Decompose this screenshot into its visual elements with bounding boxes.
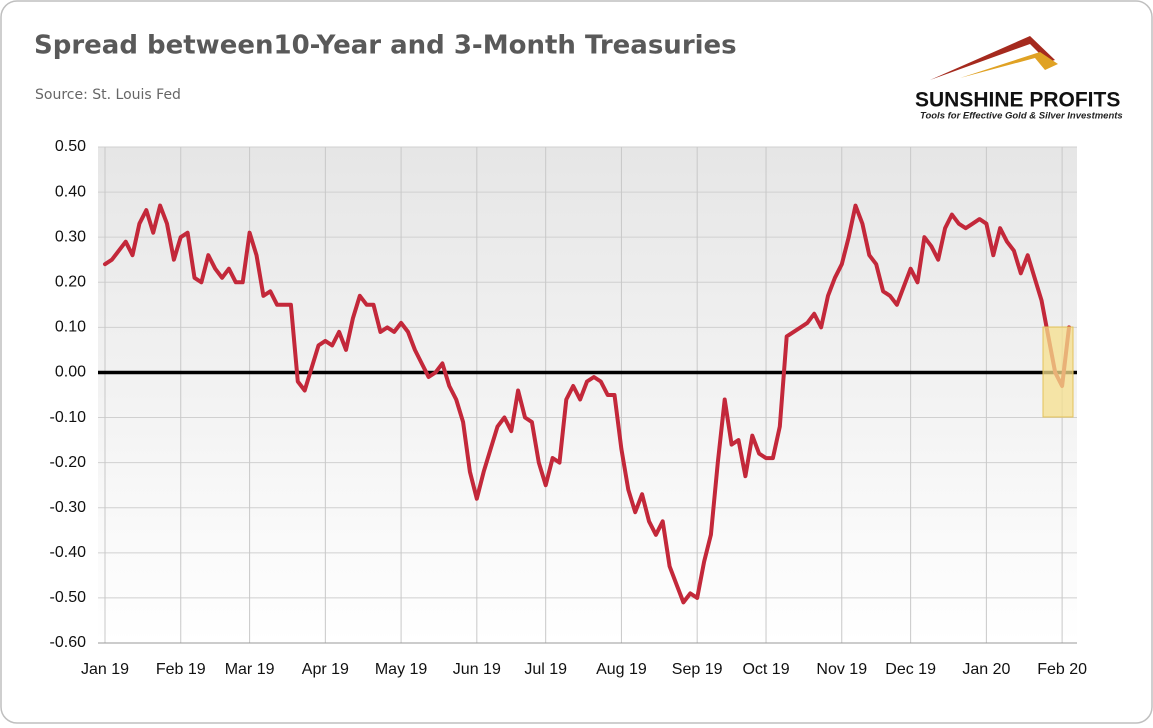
x-tick-label: Apr 19 — [302, 661, 349, 678]
y-tick-label: -0.40 — [50, 544, 87, 561]
x-tick-label: Aug 19 — [596, 661, 647, 678]
x-tick-label: Nov 19 — [816, 661, 867, 678]
x-tick-label: Jan 19 — [81, 661, 129, 678]
logo-name: SUNSHINE PROFITS — [915, 89, 1120, 112]
x-tick-label: Mar 19 — [225, 661, 275, 678]
x-tick-label: Jun 19 — [453, 661, 501, 678]
logo: SUNSHINE PROFITS Tools for Effective Gol… — [915, 36, 1123, 122]
subtitle: Source: St. Louis Fed — [35, 87, 181, 103]
highlight-box — [1042, 326, 1074, 418]
y-tick-label: -0.60 — [50, 634, 87, 651]
x-tick-label: Dec 19 — [885, 661, 936, 678]
y-tick-label: 0.30 — [55, 228, 86, 245]
y-tick-label: 0.00 — [55, 364, 86, 381]
spread-line — [103, 203, 1071, 605]
x-tick-label: Feb 20 — [1037, 661, 1087, 678]
y-tick-label: -0.50 — [50, 589, 87, 606]
logo-tagline: Tools for Effective Gold & Silver Invest… — [920, 111, 1123, 122]
y-tick-label: 0.50 — [55, 138, 86, 155]
y-tick-label: -0.20 — [50, 454, 87, 471]
x-tick-label: Feb 19 — [156, 661, 206, 678]
y-tick-label: -0.10 — [50, 409, 87, 426]
x-tick-label: Jan 20 — [962, 661, 1010, 678]
x-tick-label: Jul 19 — [524, 661, 567, 678]
chart-title: Spread between10-Year and 3-Month Treasu… — [34, 31, 737, 61]
x-tick-label: Oct 19 — [742, 661, 789, 678]
y-tick-label: 0.40 — [55, 183, 86, 200]
plot-area — [98, 147, 1077, 643]
x-tick-label: May 19 — [375, 661, 428, 678]
x-tick-label: Sep 19 — [672, 661, 723, 678]
y-tick-label: -0.30 — [50, 499, 87, 516]
y-tick-label: 0.10 — [55, 319, 86, 336]
y-tick-label: 0.20 — [55, 273, 86, 290]
